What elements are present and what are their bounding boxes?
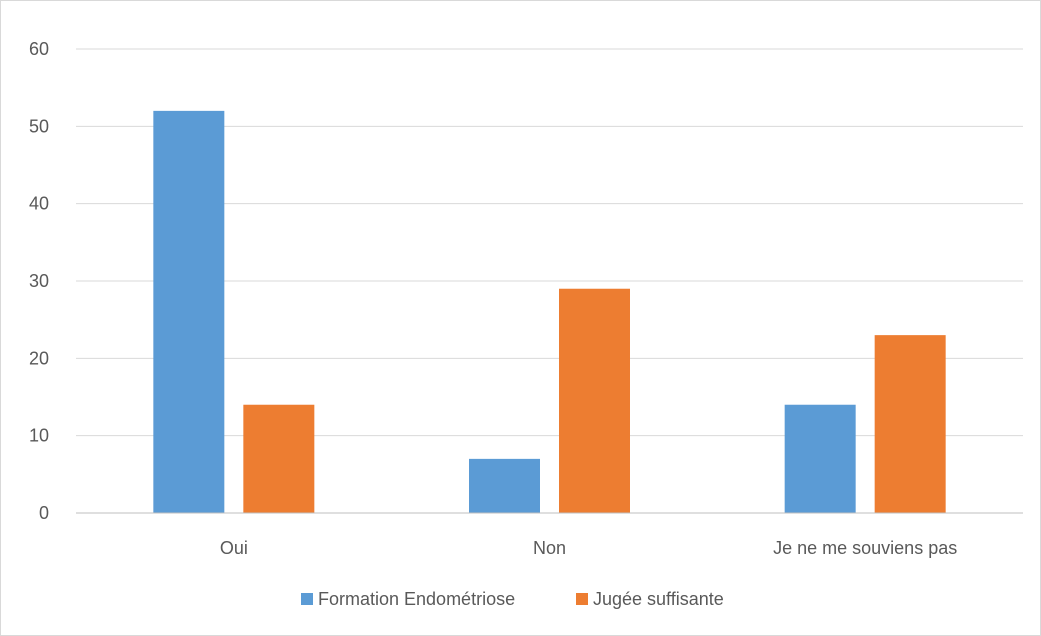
y-tick-label: 20 [29, 348, 49, 368]
y-tick-label: 60 [29, 39, 49, 59]
bar-jugee-0 [243, 404, 315, 513]
y-tick-label: 30 [29, 271, 49, 291]
x-category-label: Non [533, 538, 566, 558]
y-tick-label: 0 [39, 503, 49, 523]
legend-label-1: Jugée suffisante [593, 589, 724, 609]
bars [153, 110, 946, 513]
legend-label-0: Formation Endométriose [318, 589, 515, 609]
bar-formation-2 [784, 404, 856, 513]
legend-swatch-1 [576, 593, 588, 605]
x-category-label: Oui [220, 538, 248, 558]
y-tick-label: 40 [29, 194, 49, 214]
legend: Formation Endométriose Jugée suffisante [301, 589, 724, 609]
x-axis-categories: Oui Non Je ne me souviens pas [220, 538, 957, 558]
y-tick-label: 10 [29, 426, 49, 446]
bar-jugee-2 [874, 335, 946, 513]
y-tick-label: 50 [29, 116, 49, 136]
bar-formation-0 [153, 110, 225, 513]
bar-jugee-1 [559, 288, 630, 513]
x-category-label: Je ne me souviens pas [773, 538, 957, 558]
legend-swatch-0 [301, 593, 313, 605]
bar-formation-1 [469, 458, 540, 513]
gridlines [76, 48, 1023, 437]
y-axis-ticks: 0 10 20 30 40 50 60 [29, 39, 49, 523]
